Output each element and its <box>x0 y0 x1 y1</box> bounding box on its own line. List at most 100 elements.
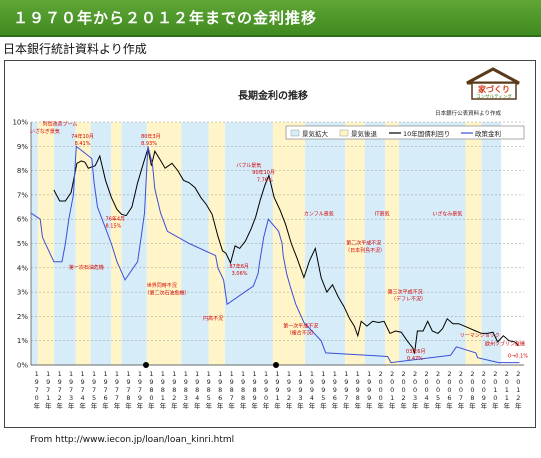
logo-house-icon <box>471 82 517 100</box>
legend-label: 景気後退 <box>351 129 378 138</box>
bond-yield-line <box>53 148 519 354</box>
recession-band <box>345 122 365 365</box>
recession-band <box>37 122 54 365</box>
expansion-band <box>31 122 38 365</box>
logo-roof-icon <box>466 67 520 85</box>
annotation-label: （第二次石油危機） <box>145 290 190 297</box>
y-tick-label: 0% <box>17 362 28 370</box>
annotation-label: 87年6月 <box>229 263 249 270</box>
annotation-label: 80年3月 <box>141 133 161 140</box>
annotation-label: IT景気 <box>375 211 390 218</box>
policy-rate-line <box>30 145 520 364</box>
annotation-label: （複合不況） <box>287 330 317 337</box>
y-tick-label: 5% <box>17 240 28 248</box>
logo: 家づくり コンサルティング <box>466 67 520 100</box>
annotation-label: 3.06% <box>232 271 248 277</box>
expansion-band <box>121 122 147 365</box>
y-tick-label: 1% <box>17 337 28 345</box>
y-tick-label: 4% <box>17 264 28 272</box>
annotation-label: 第一次平成不況 <box>283 322 318 329</box>
chart-container: 長期金利の推移 日本銀行公表資料より作成 家づくり コンサルティング 0% 1% 2… <box>4 60 536 428</box>
annotation-label: （日本列島不況） <box>345 247 385 254</box>
y-tick-label: 7% <box>17 191 28 199</box>
axis-marker-dot <box>273 362 279 368</box>
annotation-label: 列島改造ブーム <box>42 121 77 128</box>
annotation-label: いざなみ景気 <box>432 211 462 218</box>
y-tick-label: 10% <box>12 119 28 127</box>
annotation-label: カンフル景気 <box>304 211 334 218</box>
y-tick-label: 8% <box>17 167 28 175</box>
page-header: １９７０年から２０１２年までの金利推移 <box>0 0 541 37</box>
annotation-label: 第三次平成不況 <box>388 288 423 295</box>
annotation-label: 8.41% <box>75 141 91 147</box>
annotation-label: 円高不況 <box>203 315 223 322</box>
annotation-label: 74年10月 <box>71 133 94 140</box>
annotation-label: 世界同時不況 <box>147 282 177 289</box>
annotation-label: リーマンショック <box>460 333 500 339</box>
annotation-label: 7.76% <box>257 178 273 184</box>
legend-swatch-recession <box>339 129 349 137</box>
annotation-label: 03年6月 <box>406 348 426 355</box>
y-tick-label: 2% <box>17 313 28 321</box>
annotation-label: 第一次石油危機 <box>69 264 104 271</box>
annotation-label: 8.15% <box>106 224 122 230</box>
annotation-label: 8.93% <box>141 141 157 147</box>
expansion-band <box>364 122 386 365</box>
chart-note: 日本銀行公表資料より作成 <box>435 109 501 117</box>
y-tick-label: 9% <box>17 143 28 151</box>
axis-marker-dot <box>143 362 149 368</box>
logo-subtext: コンサルティング <box>476 93 512 100</box>
legend-label: 10年国債利回り <box>403 129 450 138</box>
annotation-label: 第二次平成不況 <box>346 240 381 247</box>
interest-rate-chart: 長期金利の推移 日本銀行公表資料より作成 家づくり コンサルティング 0% 1% 2… <box>12 67 528 410</box>
logo-text: 家づくり <box>478 84 510 94</box>
annotation-label: 76年4月 <box>106 215 126 222</box>
page-title: １９７０年から２０１２年までの金利推移 <box>13 9 318 27</box>
legend-label: 政策金利 <box>475 129 501 138</box>
y-tick-label: 3% <box>17 289 28 297</box>
page-subtitle: 日本銀行統計資料より作成 <box>3 42 147 56</box>
annotation-label: （デフレ不況） <box>391 296 426 303</box>
annotation-label: 90年10月 <box>252 169 275 176</box>
annotation-label: 0.47% <box>407 356 423 362</box>
chart-title: 長期金利の推移 <box>238 89 308 102</box>
legend-swatch-expansion <box>290 129 300 137</box>
